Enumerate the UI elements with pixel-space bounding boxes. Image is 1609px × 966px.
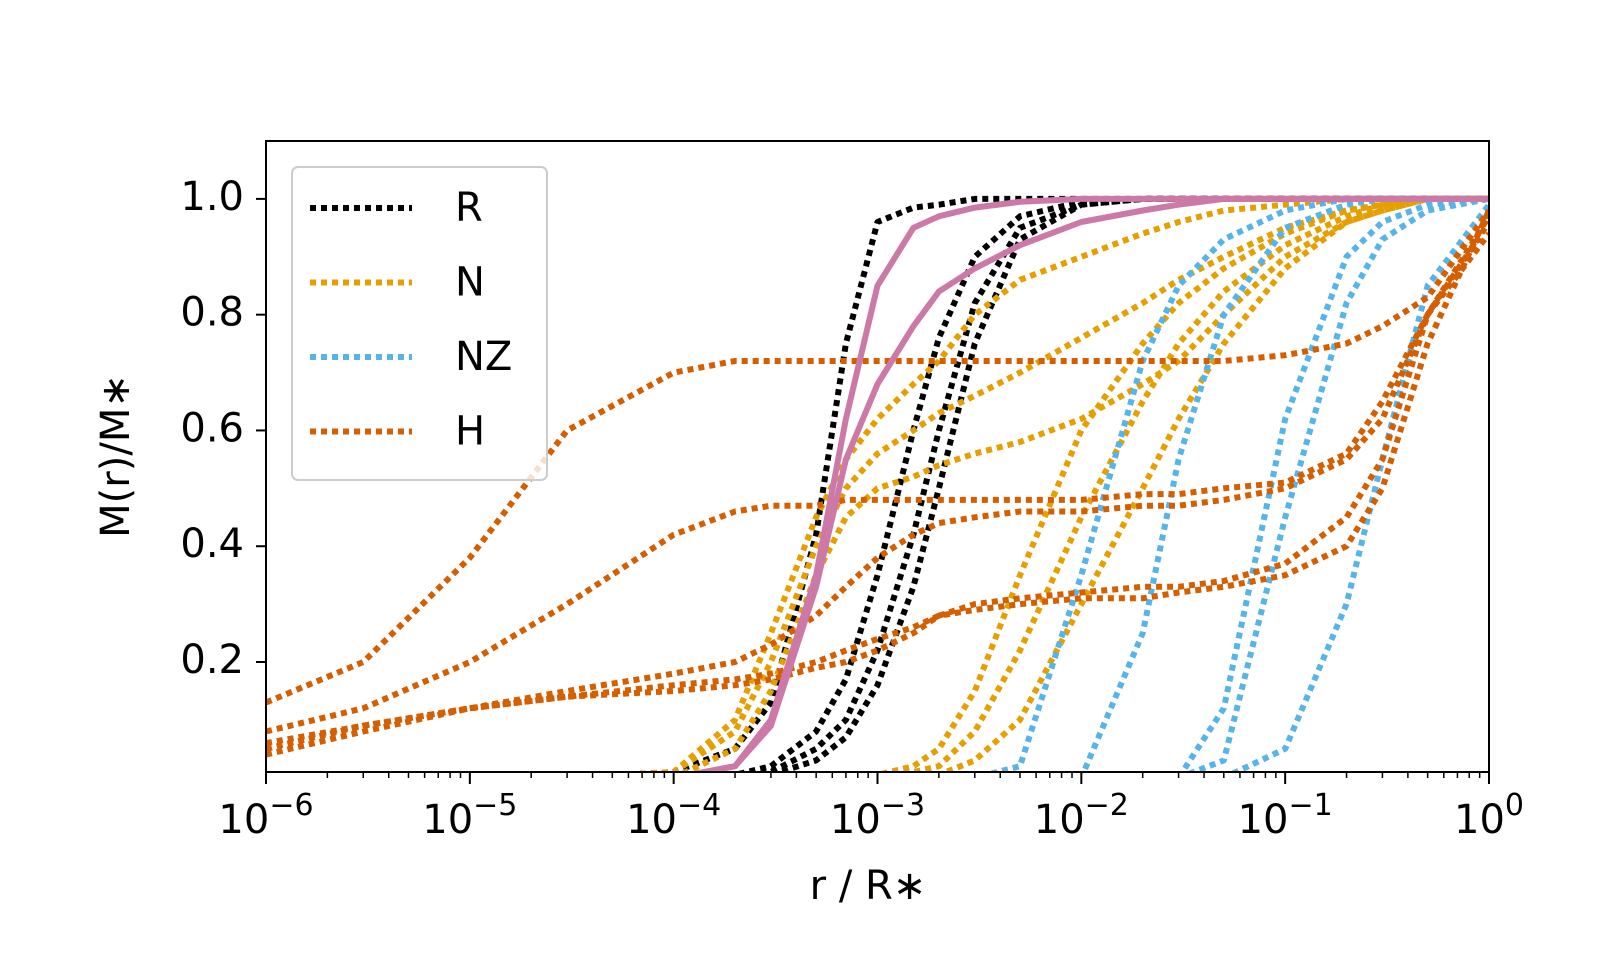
x-tick-label: 100 [1454,788,1524,844]
y-tick-label: 0.8 [180,290,244,336]
series-line [678,195,1489,772]
series-line [894,195,1489,772]
series-line [618,195,1489,772]
series-line [266,220,1489,752]
legend-label: R [455,185,483,231]
plot-lines [266,195,1489,772]
y-tick-label: 1.0 [180,174,244,220]
x-axis-label: r / R∗ [810,863,927,909]
series-line [266,208,1489,706]
y-tick-label: 0.6 [180,405,244,451]
y-axis-label: M(r)/M∗ [93,374,139,538]
legend-box [291,166,548,481]
y-tick-label: 0.4 [180,521,244,567]
legend: RN NZ H [291,166,548,481]
series-line [266,214,1489,735]
series-line [688,195,1489,772]
series-line [618,195,1489,772]
x-tick-label: 10−2 [1034,788,1129,844]
y-tick-label: 0.2 [180,637,244,683]
x-tick-label: 10−3 [830,788,925,844]
x-tick-label: 10−4 [626,788,721,844]
series-line [266,231,1489,758]
series-line [1229,202,1489,772]
x-tick-label: 10−5 [422,788,517,844]
x-tick-label: 10−1 [1238,788,1333,844]
series-line [937,195,1489,772]
legend-label: NZ [455,334,512,380]
legend-label: H [455,409,485,455]
x-tick-label: 10−6 [218,788,313,844]
legend-label: N [455,260,485,306]
